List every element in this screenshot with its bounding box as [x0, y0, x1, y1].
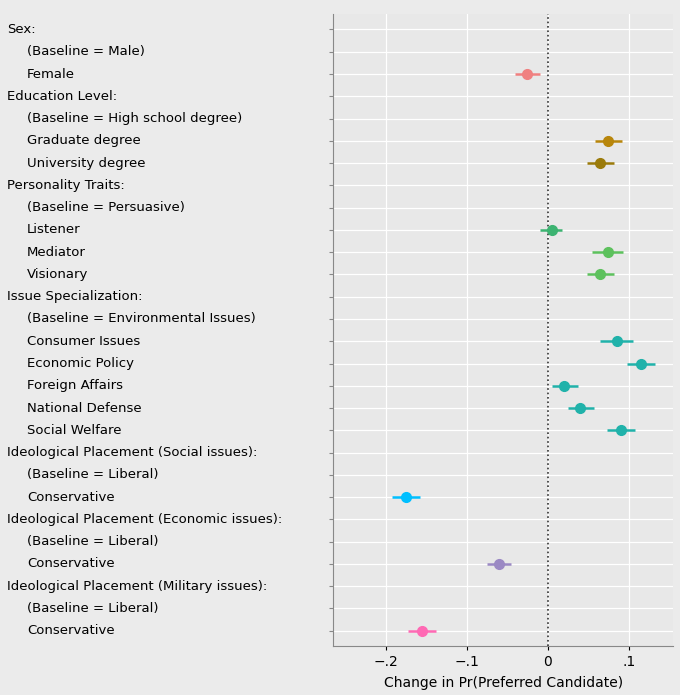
Text: Ideological Placement (Military issues):: Ideological Placement (Military issues): [7, 580, 267, 593]
X-axis label: Change in Pr(Preferred Candidate): Change in Pr(Preferred Candidate) [384, 676, 623, 690]
Text: Social Welfare: Social Welfare [27, 424, 122, 437]
Text: University degree: University degree [27, 156, 146, 170]
Text: Conservative: Conservative [27, 624, 115, 637]
Text: Consumer Issues: Consumer Issues [27, 335, 141, 348]
Text: Conservative: Conservative [27, 491, 115, 504]
Text: Female: Female [27, 67, 75, 81]
Text: Ideological Placement (Social issues):: Ideological Placement (Social issues): [7, 446, 257, 459]
Text: Issue Specialization:: Issue Specialization: [7, 291, 142, 303]
Text: Conservative: Conservative [27, 557, 115, 571]
Text: Personality Traits:: Personality Traits: [7, 179, 124, 192]
Text: Sex:: Sex: [7, 23, 35, 36]
Text: (Baseline = Persuasive): (Baseline = Persuasive) [27, 201, 185, 214]
Text: Foreign Affairs: Foreign Affairs [27, 379, 123, 392]
Text: Education Level:: Education Level: [7, 90, 117, 103]
Text: Economic Policy: Economic Policy [27, 357, 134, 370]
Text: Mediator: Mediator [27, 245, 86, 259]
Text: Listener: Listener [27, 223, 81, 236]
Text: (Baseline = Liberal): (Baseline = Liberal) [27, 535, 158, 548]
Text: Graduate degree: Graduate degree [27, 134, 141, 147]
Text: Ideological Placement (Economic issues):: Ideological Placement (Economic issues): [7, 513, 282, 526]
Text: (Baseline = Liberal): (Baseline = Liberal) [27, 468, 158, 482]
Text: (Baseline = Environmental Issues): (Baseline = Environmental Issues) [27, 313, 256, 325]
Text: (Baseline = High school degree): (Baseline = High school degree) [27, 112, 243, 125]
Text: Visionary: Visionary [27, 268, 88, 281]
Text: (Baseline = Male): (Baseline = Male) [27, 45, 145, 58]
Text: (Baseline = Liberal): (Baseline = Liberal) [27, 602, 158, 615]
Text: National Defense: National Defense [27, 402, 142, 415]
